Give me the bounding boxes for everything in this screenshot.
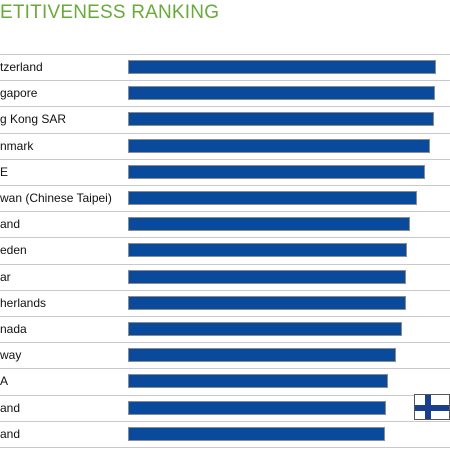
bar-fill — [129, 87, 434, 99]
category-label: way — [0, 348, 22, 362]
row-separator — [0, 80, 450, 81]
bar-fill — [129, 244, 406, 256]
row-separator — [0, 316, 450, 317]
category-label: gapore — [0, 86, 38, 100]
category-label: nada — [0, 322, 27, 336]
row-separator — [0, 54, 450, 55]
bar-fill — [129, 140, 429, 152]
row-separator — [0, 447, 450, 448]
row-separator — [0, 342, 450, 343]
category-label: and — [0, 401, 21, 415]
row-separator — [0, 290, 450, 291]
bar — [128, 86, 435, 100]
bar — [128, 348, 396, 362]
row-separator — [0, 133, 450, 134]
category-label: wan (Chinese Taipei) — [0, 191, 112, 205]
flag-cross-horizontal — [415, 405, 449, 411]
row-separator — [0, 211, 450, 212]
row-separator — [0, 264, 450, 265]
bar-fill — [129, 192, 416, 204]
bar-fill — [129, 428, 384, 440]
row-separator — [0, 368, 450, 369]
category-label: ar — [0, 270, 11, 284]
chart-title: ETITIVENESS RANKING — [0, 2, 220, 23]
category-label: eden — [0, 243, 27, 257]
category-label: and — [0, 427, 21, 441]
bar — [128, 60, 436, 74]
bar-fill — [129, 349, 395, 361]
bar-fill — [129, 297, 405, 309]
bar-fill — [129, 218, 409, 230]
bar — [128, 401, 386, 415]
bar-fill — [129, 166, 424, 178]
category-label: g Kong SAR — [0, 112, 67, 126]
row-separator — [0, 421, 450, 422]
bar — [128, 374, 388, 388]
row-separator — [0, 159, 450, 160]
finland-flag-icon — [414, 394, 450, 420]
category-label: herlands — [0, 296, 47, 310]
bar — [128, 296, 406, 310]
row-separator — [0, 185, 450, 186]
bar — [128, 112, 434, 126]
flag-cross-vertical — [425, 395, 431, 419]
bar — [128, 139, 430, 153]
bar — [128, 322, 402, 336]
category-label: and — [0, 217, 21, 231]
bar-fill — [129, 271, 405, 283]
bar — [128, 217, 410, 231]
bar — [128, 427, 385, 441]
bar — [128, 165, 425, 179]
bar — [128, 270, 406, 284]
bar-fill — [129, 402, 385, 414]
bar-fill — [129, 113, 433, 125]
row-separator — [0, 395, 450, 396]
bar-fill — [129, 375, 387, 387]
row-separator — [0, 237, 450, 238]
bar-fill — [129, 323, 401, 335]
category-label: tzerland — [0, 60, 43, 74]
row-separator — [0, 106, 450, 107]
bar — [128, 191, 417, 205]
category-label: E — [0, 165, 9, 179]
category-label: nmark — [0, 139, 34, 153]
category-label: A — [0, 374, 9, 388]
bar — [128, 243, 407, 257]
bar-fill — [129, 61, 435, 73]
